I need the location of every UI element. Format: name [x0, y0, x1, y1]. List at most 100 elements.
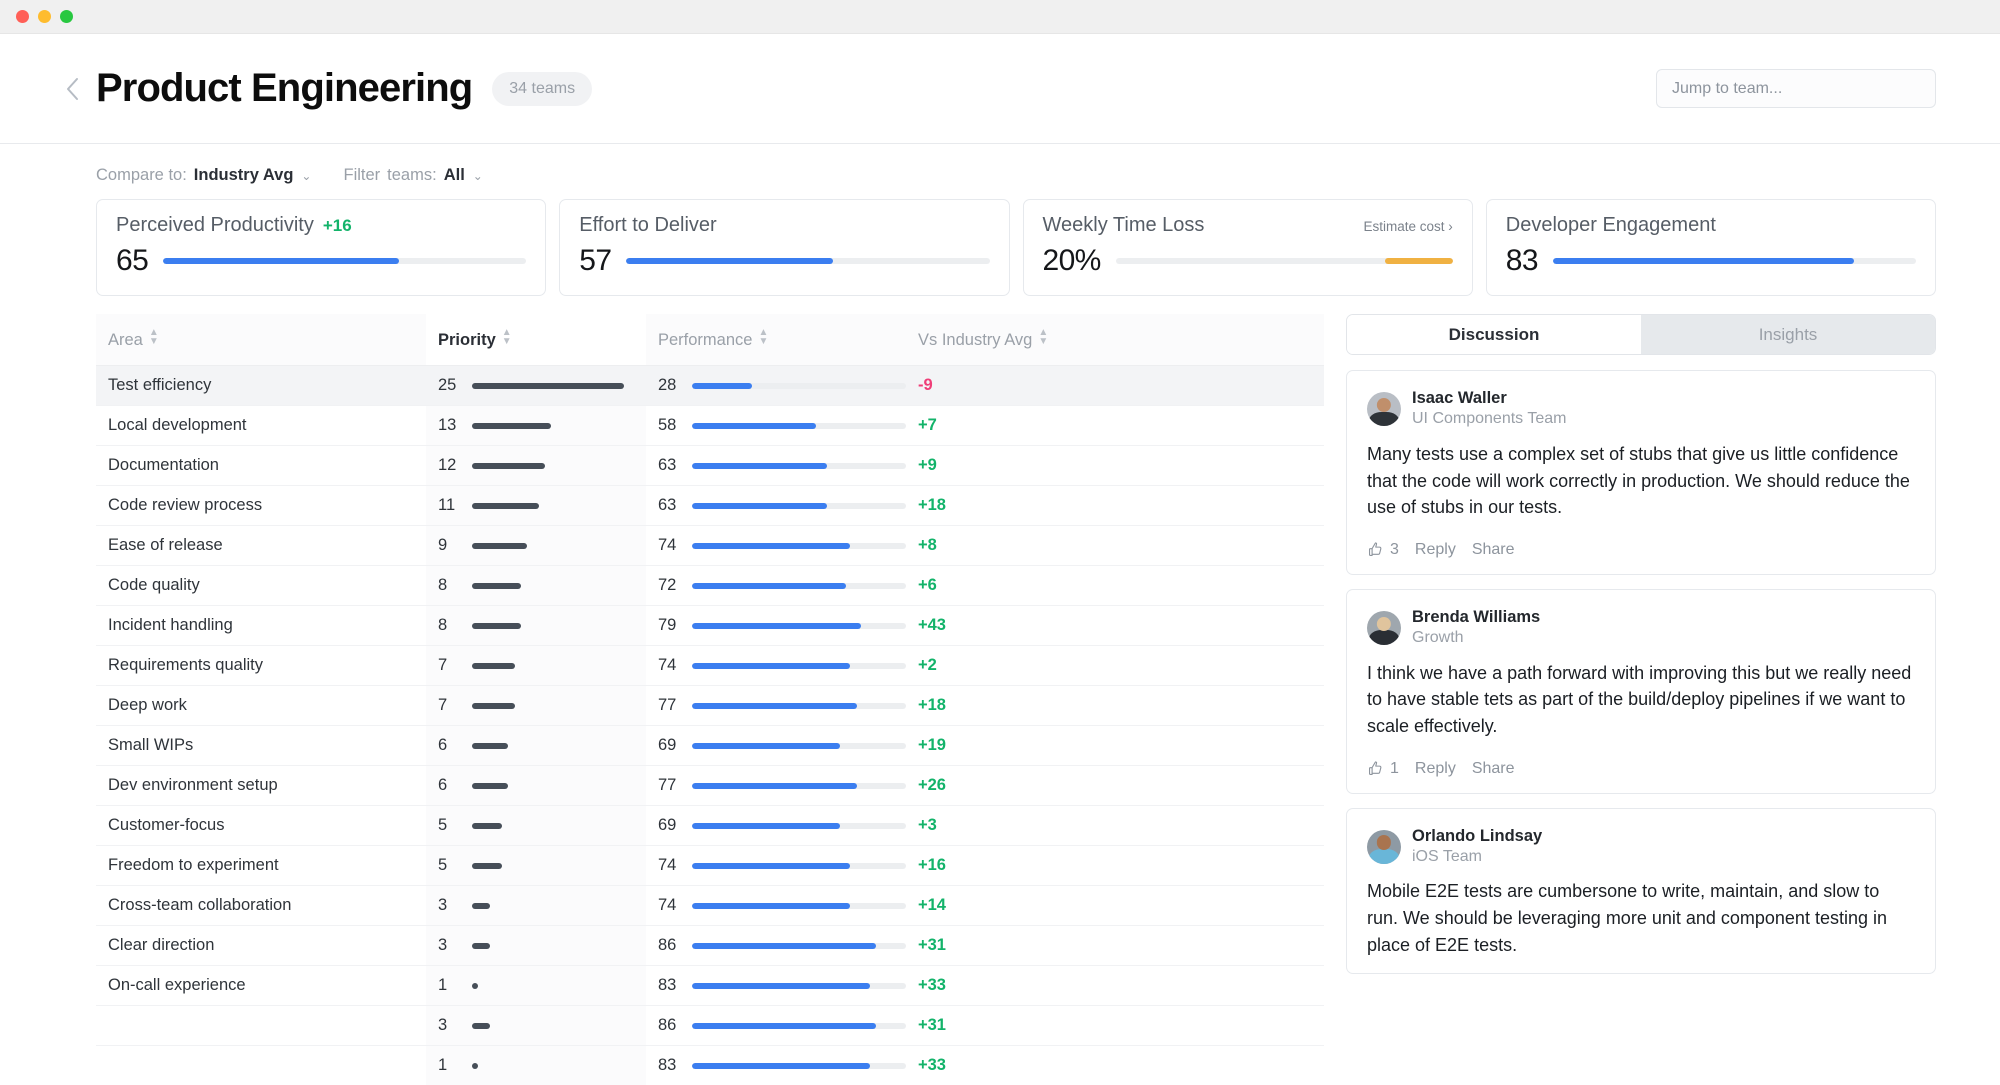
- priority-bar: [472, 702, 515, 709]
- metric-card-bottom: 65: [116, 244, 527, 278]
- like-button[interactable]: 3: [1367, 541, 1399, 559]
- team-count-badge: 34 teams: [492, 71, 593, 106]
- table-row[interactable]: On-call experience 1 83 +33: [96, 965, 1324, 1006]
- share-button[interactable]: Share: [1471, 540, 1515, 558]
- sort-arrows-icon[interactable]: ▲ ▼: [1038, 327, 1049, 347]
- metric-card-bottom: 83: [1506, 244, 1916, 278]
- performance-value: 77: [658, 776, 677, 794]
- table-row[interactable]: Customer-focus 5 69 +3: [96, 805, 1324, 846]
- page-header: Product Engineering 34 teams Jump to tea…: [0, 34, 2000, 144]
- panel-tabs: Discussion Insights: [1346, 314, 1936, 355]
- performance-track: [692, 542, 906, 549]
- table-header-priority[interactable]: Priority ▲ ▼: [426, 314, 646, 366]
- metric-progress-fill: [1552, 258, 1855, 264]
- metric-cards: Perceived Productivity +16 65 Effort to …: [0, 199, 2000, 296]
- table-row[interactable]: Freedom to experiment 5 74 +16: [96, 845, 1324, 886]
- priority-meter: 9: [438, 536, 646, 555]
- cell-priority: 12: [426, 445, 646, 486]
- tab-discussion[interactable]: Discussion: [1347, 315, 1641, 354]
- table-row[interactable]: Test efficiency 25 28 -9: [96, 365, 1324, 406]
- jump-to-team-input[interactable]: Jump to team...: [1656, 69, 1936, 108]
- sort-arrows-icon[interactable]: ▲ ▼: [148, 327, 159, 347]
- cell-vs-industry: +18: [906, 485, 1324, 526]
- chevron-down-icon-teams[interactable]: ⌄: [472, 168, 483, 183]
- sort-arrows-icon[interactable]: ▲ ▼: [758, 327, 769, 347]
- table-row[interactable]: Cross-team collaboration 3 74 +14: [96, 885, 1324, 926]
- window-close-button[interactable]: [16, 10, 29, 23]
- table-row[interactable]: Clear direction 3 86 +31: [96, 925, 1324, 966]
- table-header-vs-industry-avg[interactable]: Vs Industry Avg ▲ ▼: [906, 314, 1324, 366]
- cell-priority: 7: [426, 645, 646, 686]
- performance-track: [692, 982, 906, 989]
- table-row[interactable]: Requirements quality 7 74 +2: [96, 645, 1324, 686]
- table-row[interactable]: Code quality 8 72 +6: [96, 565, 1324, 606]
- chevron-down-icon[interactable]: ⌄: [301, 168, 312, 183]
- table-row[interactable]: Ease of release 9 74 +8: [96, 525, 1324, 566]
- window-minimize-button[interactable]: [38, 10, 51, 23]
- table-row[interactable]: 1 83 +33: [96, 1045, 1324, 1085]
- avatar: [1367, 610, 1401, 645]
- table-row[interactable]: Incident handling 8 79 +43: [96, 605, 1324, 646]
- cell-priority: 8: [426, 565, 646, 606]
- cell-area: Documentation: [96, 445, 426, 486]
- cell-area: Freedom to experiment: [96, 845, 426, 886]
- table-row[interactable]: Local development 13 58 +7: [96, 405, 1324, 446]
- table-row[interactable]: Code review process 11 63 +18: [96, 485, 1324, 526]
- table-row[interactable]: Dev environment setup 6 77 +26: [96, 765, 1324, 806]
- performance-fill: [692, 622, 862, 629]
- compare-to-label: Compare to:: [96, 166, 187, 184]
- body-split: Area ▲ ▼ Priority ▲ ▼ Performance ▲ ▼ Vs Industry…: [0, 296, 2000, 1085]
- metric-progress-track: [163, 258, 527, 264]
- chevron-left-icon[interactable]: [60, 76, 86, 102]
- reply-button[interactable]: Reply: [1414, 759, 1456, 777]
- performance-value: 63: [658, 456, 677, 474]
- performance-fill: [692, 902, 851, 909]
- metric-progress-track: [1552, 258, 1916, 264]
- like-button[interactable]: 1: [1367, 760, 1399, 778]
- performance-value: 69: [658, 736, 677, 754]
- table-row[interactable]: 3 86 +31: [96, 1005, 1324, 1046]
- cell-performance: 58: [646, 405, 906, 446]
- reply-button[interactable]: Reply: [1414, 540, 1456, 558]
- performance-value: 74: [658, 896, 677, 914]
- cell-performance: 74: [646, 645, 906, 686]
- tab-insights[interactable]: Insights: [1641, 315, 1935, 354]
- comment-header: Orlando Lindsay iOS Team: [1367, 826, 1915, 868]
- performance-track: [692, 902, 906, 909]
- thumbs-up-icon: [1368, 761, 1382, 776]
- performance-fill: [692, 422, 817, 429]
- teams-filter-value[interactable]: All: [443, 166, 465, 184]
- table-header-area[interactable]: Area ▲ ▼: [96, 314, 426, 366]
- metric-card-value: 83: [1505, 244, 1539, 277]
- cell-priority: 11: [426, 485, 646, 526]
- compare-to-value[interactable]: Industry Avg: [193, 166, 294, 184]
- comment-card: Orlando Lindsay iOS Team Mobile E2E test…: [1346, 807, 1936, 975]
- window-maximize-button[interactable]: [60, 10, 73, 23]
- priority-bar: [472, 982, 478, 989]
- priority-meter: 8: [438, 576, 646, 595]
- table-row[interactable]: Deep work 7 77 +18: [96, 685, 1324, 726]
- vs-industry-value: +7: [918, 416, 937, 434]
- sort-arrows-icon[interactable]: ▲ ▼: [501, 327, 512, 347]
- share-button[interactable]: Share: [1471, 759, 1515, 777]
- performance-meter: 74: [658, 536, 906, 555]
- vs-industry-value: +9: [918, 456, 937, 474]
- performance-meter: 79: [658, 616, 906, 635]
- table-row[interactable]: Documentation 12 63 +9: [96, 445, 1324, 486]
- estimate-cost-link[interactable]: Estimate cost ›: [1363, 219, 1453, 234]
- performance-fill: [692, 1062, 870, 1069]
- table-row[interactable]: Small WIPs 6 69 +19: [96, 725, 1324, 766]
- cell-vs-industry: +31: [906, 925, 1324, 966]
- avatar: [1367, 391, 1401, 426]
- comment-actions: 1 Reply Share: [1367, 760, 1915, 778]
- cell-performance: 63: [646, 445, 906, 486]
- comment-header: Brenda Williams Growth: [1367, 607, 1915, 649]
- performance-meter: 83: [658, 1056, 906, 1075]
- metric-card-top: Effort to Deliver: [579, 214, 989, 237]
- priority-meter: 5: [438, 816, 646, 835]
- priority-bar: [472, 1022, 490, 1029]
- table-header-performance[interactable]: Performance ▲ ▼: [646, 314, 906, 366]
- vs-industry-value: +31: [918, 936, 946, 954]
- cell-priority: 8: [426, 605, 646, 646]
- filter-label: Filter: [343, 166, 381, 184]
